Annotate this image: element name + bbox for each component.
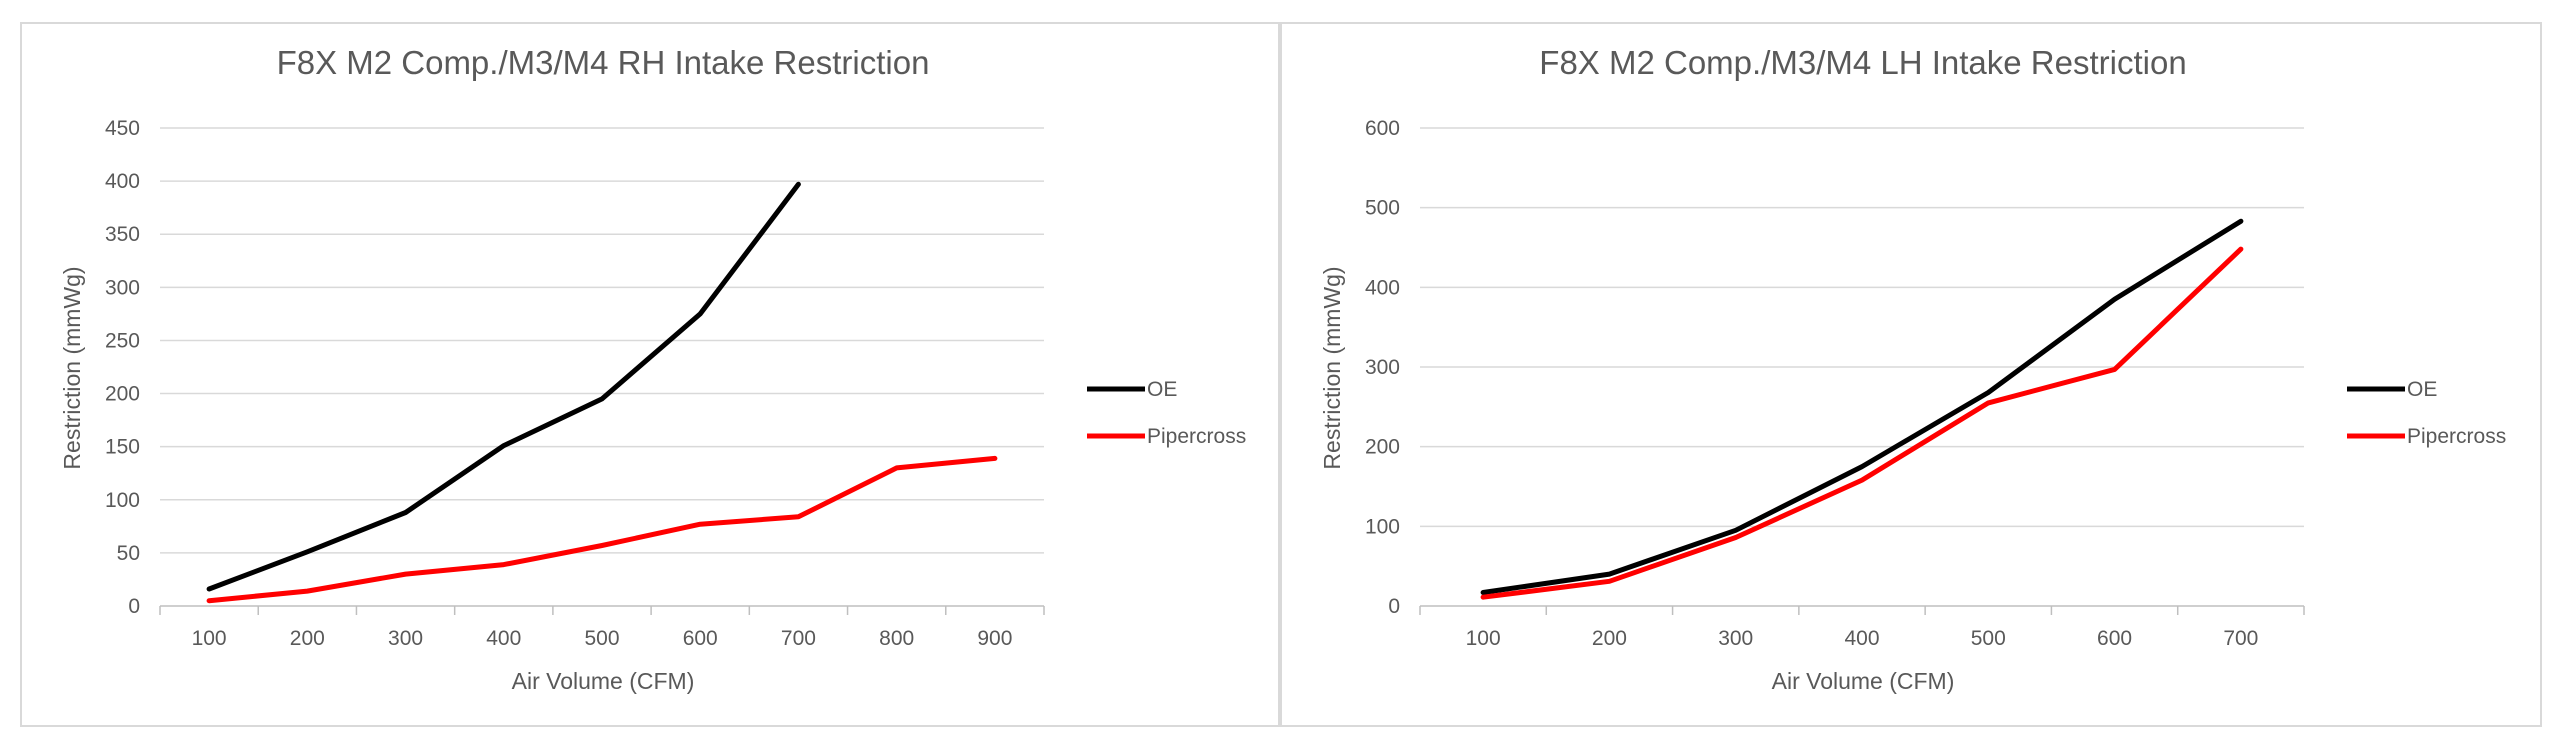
series-line-pipercross [206, 455, 998, 604]
series-line-pipercross [1480, 246, 2244, 600]
y-tick-label: 400 [1365, 276, 1400, 299]
x-tick-label: 300 [388, 627, 423, 650]
series-line-oe [1480, 218, 2244, 595]
y-tick-label: 150 [105, 436, 140, 459]
x-tick-label: 600 [683, 627, 718, 650]
x-tick-label: 900 [977, 627, 1012, 650]
y-tick-label: 500 [1365, 197, 1400, 220]
x-tick-label: 400 [486, 627, 521, 650]
x-tick-label: 500 [584, 627, 619, 650]
rh-chart-panel: F8X M2 Comp./M3/M4 RH Intake Restriction… [20, 22, 1280, 727]
x-tick-label: 300 [1718, 627, 1753, 650]
y-tick-label: 0 [128, 595, 140, 618]
y-tick-label: 200 [1365, 436, 1400, 459]
rh-chart: F8X M2 Comp./M3/M4 RH Intake Restriction… [59, 44, 1246, 694]
x-tick-label: 700 [781, 627, 816, 650]
y-tick-label: 0 [1388, 595, 1400, 618]
y-axis-label: Restriction (mmWg) [1319, 266, 1345, 469]
x-tick-label: 200 [1592, 627, 1627, 650]
y-tick-label: 600 [1365, 117, 1400, 140]
y-tick-label: 100 [1365, 515, 1400, 538]
y-tick-label: 300 [105, 276, 140, 299]
x-tick-label: 100 [1466, 627, 1501, 650]
x-tick-label: 800 [879, 627, 914, 650]
x-tick-label: 200 [290, 627, 325, 650]
y-tick-label: 200 [105, 383, 140, 406]
y-tick-label: 450 [105, 117, 140, 140]
chart-title: F8X M2 Comp./M3/M4 LH Intake Restriction [1539, 44, 2186, 81]
y-tick-label: 50 [117, 542, 140, 565]
x-tick-label: 100 [192, 627, 227, 650]
legend-label: OE [1147, 378, 1177, 401]
lh-chart-panel: F8X M2 Comp./M3/M4 LH Intake Restriction… [1280, 22, 2542, 727]
x-axis-label: Air Volume (CFM) [1772, 668, 1955, 694]
y-tick-label: 350 [105, 223, 140, 246]
series-line-oe [206, 181, 801, 592]
y-axis-label: Restriction (mmWg) [59, 266, 85, 469]
y-tick-label: 400 [105, 170, 140, 193]
legend-label: Pipercross [1147, 425, 1246, 448]
y-tick-label: 100 [105, 489, 140, 512]
x-axis-label: Air Volume (CFM) [512, 668, 695, 694]
y-tick-label: 250 [105, 329, 140, 352]
legend-label: Pipercross [2407, 425, 2506, 448]
x-tick-label: 700 [2223, 627, 2258, 650]
lh-chart: F8X M2 Comp./M3/M4 LH Intake Restriction… [1319, 44, 2506, 694]
x-tick-label: 400 [1844, 627, 1879, 650]
chart-title: F8X M2 Comp./M3/M4 RH Intake Restriction [277, 44, 930, 81]
x-tick-label: 500 [1971, 627, 2006, 650]
legend-label: OE [2407, 378, 2437, 401]
x-tick-label: 600 [2097, 627, 2132, 650]
y-tick-label: 300 [1365, 356, 1400, 379]
